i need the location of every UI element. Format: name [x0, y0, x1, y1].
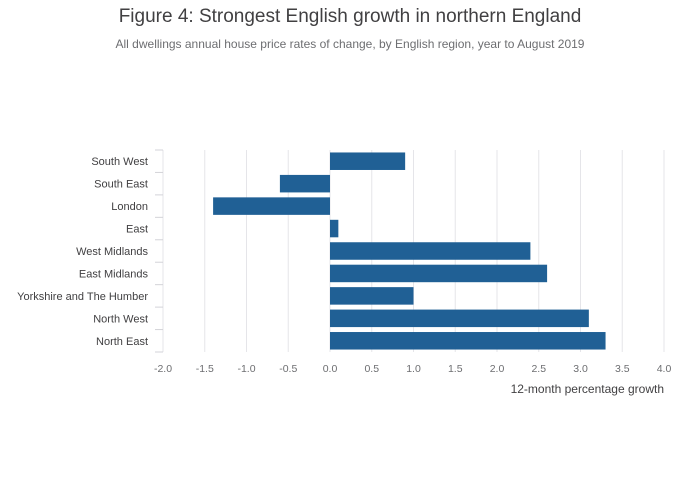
y-category-label: West Midlands	[76, 246, 148, 258]
x-tick-label: 2.5	[531, 363, 546, 375]
x-tick-label: 4.0	[657, 363, 672, 375]
chart-subtitle: All dwellings annual house price rates o…	[115, 37, 585, 51]
x-tick-label: 0.5	[364, 363, 379, 375]
x-tick-label: -2.0	[154, 363, 172, 375]
x-tick-label: 1.0	[406, 363, 421, 375]
y-category-label: South East	[94, 179, 148, 191]
bar	[330, 309, 589, 328]
x-tick-label: 0.0	[323, 363, 338, 375]
y-category-label: East	[126, 224, 148, 236]
bar	[330, 264, 548, 283]
bar	[279, 174, 330, 193]
bar	[330, 152, 406, 170]
y-category-label: North East	[96, 336, 148, 348]
x-tick-label: 3.5	[615, 363, 630, 375]
y-category-label: South West	[91, 156, 148, 168]
x-tick-label: 3.0	[573, 363, 588, 375]
bar	[330, 242, 531, 260]
bar	[213, 197, 330, 215]
chart-title: Figure 4: Strongest English growth in no…	[118, 6, 582, 27]
y-category-label: North West	[93, 313, 148, 325]
x-tick-label: 2.0	[490, 363, 505, 375]
x-axis-title: 12-month percentage growth	[511, 382, 664, 396]
bar	[330, 332, 606, 350]
bars	[213, 152, 606, 350]
x-tick-label: -1.0	[237, 363, 255, 375]
y-category-label: London	[111, 201, 148, 213]
x-tick-label: -0.5	[279, 363, 297, 375]
y-category-label: East Midlands	[79, 268, 149, 280]
y-category-label: Yorkshire and The Humber	[17, 291, 148, 303]
bar	[330, 287, 414, 305]
axes: -2.0 -1.5 -1.0 -0.5 0.0 0.5 1.0 1.5 2.0 2.5 3.0 3.5…	[17, 149, 672, 375]
x-tick-label: -1.5	[196, 363, 214, 375]
bar	[330, 219, 339, 238]
x-tick-label: 1.5	[448, 363, 463, 375]
